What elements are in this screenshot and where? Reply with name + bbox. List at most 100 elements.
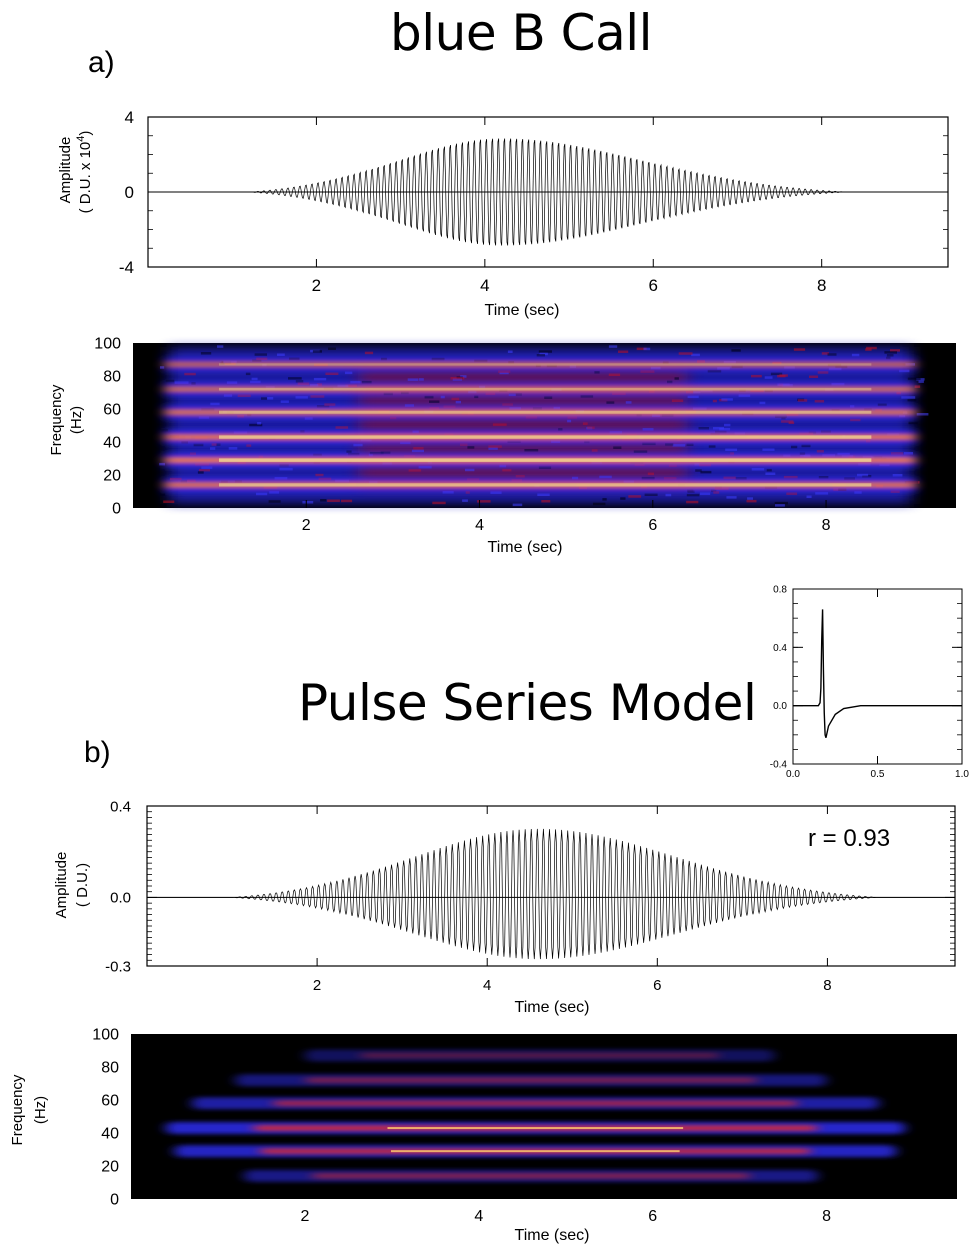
spectrogram-a-speckle xyxy=(712,399,717,403)
spectrogram-a-speckle xyxy=(228,447,238,450)
ylabel-hz-a: (Hz) xyxy=(68,406,85,434)
chart-inset-pulse: 0.0 0.5 1.00.80.40.0-0.4 xyxy=(770,585,970,781)
ylabel-amplitude-b: Amplitude xyxy=(53,852,70,919)
spectrogram-a-speckle xyxy=(777,374,786,378)
spectrogram-a-speckle xyxy=(268,500,281,503)
spectrogram-a-speckle xyxy=(364,351,374,355)
spectrogram-a-speckle xyxy=(197,471,204,474)
spectrogram-a-speckle xyxy=(602,498,607,501)
spectrogram-a-speckle xyxy=(477,500,491,503)
spectrogram-b-band-core xyxy=(361,1052,719,1058)
spectrogram-a-speckle xyxy=(731,349,741,352)
spectrogram-a-speckle xyxy=(512,503,523,507)
inset-pulse-trace xyxy=(793,609,962,738)
spectrogram-a-harmonics xyxy=(164,353,916,496)
spectrogram-a-speckle xyxy=(636,347,647,351)
spectrogram-a-speckle xyxy=(747,497,753,500)
spectrogram-a-speckle xyxy=(413,447,424,450)
chart-b-spectrogram: 2 4 6 8 100 80 60 40 20 0 Frequency (Hz) Time (se… xyxy=(9,1027,957,1244)
x-tick-label: 1.0 xyxy=(955,769,969,780)
ylabel-frequency-a: Frequency xyxy=(48,384,65,455)
x-tick-label: 8 xyxy=(822,517,831,534)
x-tick-label: 0.0 xyxy=(786,769,800,780)
correlation-annotation: r = 0.93 xyxy=(808,825,890,852)
spectrogram-a-speckle xyxy=(302,501,314,504)
spectrogram-a-speckle xyxy=(159,429,168,432)
spectrogram-a-speckle xyxy=(775,504,785,507)
spectrogram-a-speckle xyxy=(538,350,552,353)
y-tick-label: -0.4 xyxy=(770,760,788,771)
spectrogram-a-speckle xyxy=(774,501,788,505)
x-tick-label: 2 xyxy=(302,517,311,534)
x-tick-label: 4 xyxy=(475,517,484,534)
spectrogram-b-band-core xyxy=(306,1077,756,1083)
spectrogram-a-speckle xyxy=(765,472,776,475)
y-tick-label: 0.0 xyxy=(110,890,131,907)
xlabel-time-spec-b: Time (sec) xyxy=(515,1227,590,1244)
spectrogram-a-speckle xyxy=(492,423,507,426)
spectrogram-a-speckle xyxy=(200,352,212,355)
y-tick-label: 0 xyxy=(110,1192,119,1209)
x-tick-label: 8 xyxy=(823,977,831,994)
spectrogram-a-speckle xyxy=(865,348,872,351)
spectrogram-a-speckle xyxy=(163,500,175,503)
y-tick-label: 0.0 xyxy=(773,701,787,712)
xlabel-time-b: Time (sec) xyxy=(515,999,590,1016)
ylabel-frequency-b: Frequency xyxy=(9,1074,26,1145)
spectrogram-a-speckle xyxy=(593,502,606,506)
spectrogram-a-speckle xyxy=(751,374,762,378)
spectrogram-a-speckle xyxy=(724,423,731,427)
y-tick-label: 40 xyxy=(103,435,121,452)
y-tick-label: 80 xyxy=(101,1060,119,1077)
spectrogram-a-speckle xyxy=(797,399,808,402)
panel-label-b: b) xyxy=(84,736,111,769)
y-tick-label: -4 xyxy=(119,258,134,277)
spectrogram-a-speckle xyxy=(160,366,165,369)
xlabel-time-spec-a: Time (sec) xyxy=(488,539,563,556)
spectrogram-a-speckle xyxy=(462,499,468,502)
y-tick-label: 0 xyxy=(112,501,121,518)
spectrogram-a-harmonic xyxy=(164,401,916,424)
spectrogram-a-speckle xyxy=(320,499,327,502)
xlabel-time-a: Time (sec) xyxy=(485,302,560,319)
spectrogram-a-speckle xyxy=(700,470,712,474)
spectrogram-a-speckle xyxy=(866,346,877,350)
spectrogram-a-speckle xyxy=(582,422,588,425)
spectrogram-a-speckle xyxy=(809,375,819,378)
ylabel-units-a-end: ) xyxy=(77,131,94,136)
ylabel-units-a-main: ( D.U. x 10 xyxy=(77,142,94,214)
spectrogram-a-speckle xyxy=(647,472,654,476)
spectrogram-a-speckle xyxy=(916,413,929,416)
spectrogram-a-speckle xyxy=(217,345,224,348)
x-tick-label: 6 xyxy=(648,517,657,534)
spectrogram-b-bands xyxy=(165,1049,905,1182)
y-tick-label: 20 xyxy=(103,468,121,485)
x-tick-label: 2 xyxy=(300,1208,309,1225)
y-tick-label: 100 xyxy=(94,336,121,353)
spectrogram-a-speckle xyxy=(918,380,924,383)
spectrogram-a-speckle xyxy=(327,499,340,502)
spectrogram-a-speckle xyxy=(312,350,322,353)
y-tick-label: 60 xyxy=(103,402,121,419)
spectrogram-a-speckle xyxy=(608,345,618,348)
ylabel-units-a: ( D.U. x 104) xyxy=(75,131,94,214)
spectrogram-b-band-core xyxy=(274,1100,797,1106)
chart-b-waveform: 2 4 6 8 0.4 0.0 -0.3 Amplitude ( D.U.) Time (s… xyxy=(53,798,956,1016)
spectrogram-a-speckle xyxy=(671,399,684,402)
x-tick-label: 6 xyxy=(649,276,658,295)
frame-inset xyxy=(792,588,963,765)
spectrogram-a-speckle xyxy=(618,350,629,353)
spectrogram-b-band-core xyxy=(312,1173,750,1179)
title-blue-b-call: blue B Call xyxy=(390,4,653,62)
x-tick-label: 6 xyxy=(653,977,661,994)
spectrogram-a-speckle xyxy=(159,462,165,466)
x-tick-label: 6 xyxy=(648,1208,657,1225)
spectrogram-b-band-hot xyxy=(387,1127,684,1130)
spectrogram-a-speckle xyxy=(488,447,498,450)
spectrogram-a-speckle xyxy=(884,351,897,354)
title-pulse-series-model: Pulse Series Model xyxy=(298,674,757,732)
ylabel-units-b: ( D.U.) xyxy=(74,863,91,907)
y-tick-label: 0.8 xyxy=(773,585,787,596)
spectrogram-a-speckle xyxy=(890,349,900,352)
